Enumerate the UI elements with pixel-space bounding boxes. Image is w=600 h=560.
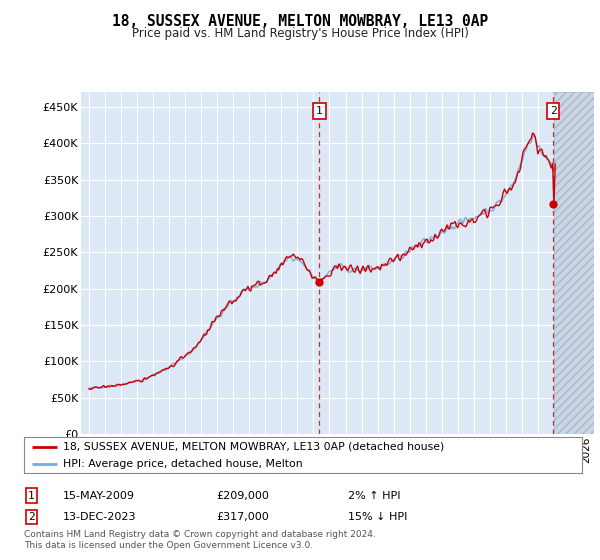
Text: HPI: Average price, detached house, Melton: HPI: Average price, detached house, Melt… <box>63 459 302 469</box>
Text: 2: 2 <box>550 106 557 116</box>
Bar <box>554 92 594 434</box>
Text: This data is licensed under the Open Government Licence v3.0.: This data is licensed under the Open Gov… <box>24 541 313 550</box>
Text: 18, SUSSEX AVENUE, MELTON MOWBRAY, LE13 0AP: 18, SUSSEX AVENUE, MELTON MOWBRAY, LE13 … <box>112 14 488 29</box>
Text: 2: 2 <box>28 512 35 522</box>
Text: Contains HM Land Registry data © Crown copyright and database right 2024.: Contains HM Land Registry data © Crown c… <box>24 530 376 539</box>
Text: £317,000: £317,000 <box>216 512 269 522</box>
Text: 1: 1 <box>28 491 35 501</box>
Text: 2% ↑ HPI: 2% ↑ HPI <box>348 491 401 501</box>
Text: 18, SUSSEX AVENUE, MELTON MOWBRAY, LE13 0AP (detached house): 18, SUSSEX AVENUE, MELTON MOWBRAY, LE13 … <box>63 442 445 451</box>
Text: 13-DEC-2023: 13-DEC-2023 <box>63 512 137 522</box>
Bar <box>554 92 594 434</box>
Text: £209,000: £209,000 <box>216 491 269 501</box>
Text: Price paid vs. HM Land Registry's House Price Index (HPI): Price paid vs. HM Land Registry's House … <box>131 27 469 40</box>
Text: 15-MAY-2009: 15-MAY-2009 <box>63 491 135 501</box>
Text: 1: 1 <box>316 106 323 116</box>
Text: 15% ↓ HPI: 15% ↓ HPI <box>348 512 407 522</box>
